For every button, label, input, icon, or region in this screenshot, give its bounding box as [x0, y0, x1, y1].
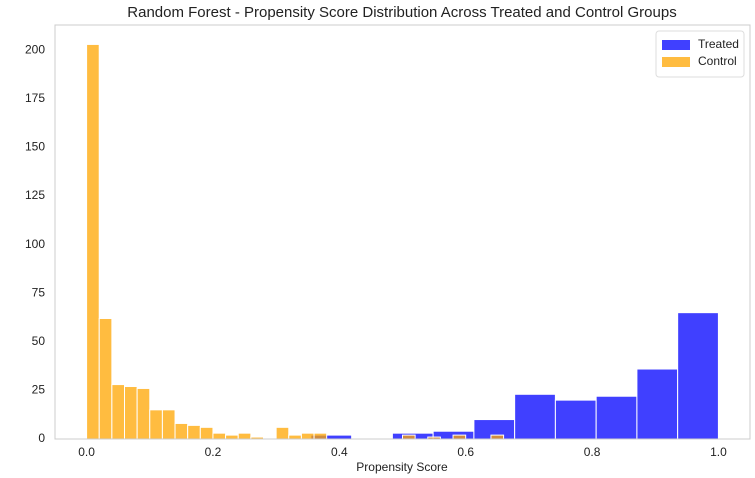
histogram-bar: [677, 312, 719, 440]
x-tick-label: 0.2: [205, 445, 222, 459]
y-tick-label: 0: [38, 431, 45, 445]
histogram-bar: [554, 399, 597, 440]
y-tick-label: 125: [25, 188, 45, 202]
histogram-bar: [136, 387, 151, 440]
histogram-bar: [161, 409, 176, 440]
histogram-bar: [275, 426, 290, 440]
x-tick-label: 0.0: [78, 445, 95, 459]
y-tick-label: 100: [25, 237, 45, 251]
histogram-bar: [636, 368, 679, 440]
histogram-bar: [595, 395, 638, 440]
x-axis-label: Propensity Score: [356, 460, 448, 474]
y-tick-label: 25: [32, 383, 46, 397]
x-tick-label: 0.4: [331, 445, 348, 459]
histogram-bar: [225, 434, 239, 440]
histogram-bar: [98, 317, 113, 440]
histogram-bar: [490, 434, 505, 440]
y-tick-label: 50: [32, 334, 46, 348]
histogram-bar: [199, 426, 214, 440]
histogram-bar: [237, 432, 252, 440]
histogram-bar: [187, 424, 201, 440]
y-tick-label: 75: [32, 285, 46, 299]
legend-swatch: [662, 57, 690, 67]
x-tick-label: 0.6: [457, 445, 474, 459]
y-tick-label: 150: [25, 140, 45, 154]
y-tick-label: 175: [25, 91, 45, 105]
histogram-bar: [300, 432, 315, 440]
x-tick-label: 1.0: [710, 445, 727, 459]
plot-frame: [54, 24, 751, 440]
x-tick-label: 0.8: [584, 445, 601, 459]
histogram-bar: [111, 384, 126, 440]
histogram-bar: [288, 434, 302, 440]
legend-swatch: [662, 40, 690, 50]
histogram-bar: [452, 434, 467, 440]
histogram-bar: [514, 393, 556, 440]
legend-label: Control: [698, 54, 737, 68]
histogram-bar: [212, 432, 227, 440]
legend: Treated Control: [655, 30, 745, 78]
histogram-bar: [313, 432, 328, 440]
histogram-bar: [402, 434, 416, 440]
chart-title: Random Forest - Propensity Score Distrib…: [127, 4, 676, 21]
histogram-bar: [86, 43, 100, 440]
histogram-bar: [149, 409, 163, 440]
legend-label: Treated: [698, 37, 739, 51]
histogram-bar: [124, 386, 138, 440]
y-tick-label: 200: [25, 42, 45, 56]
histogram-bar: [174, 422, 189, 440]
